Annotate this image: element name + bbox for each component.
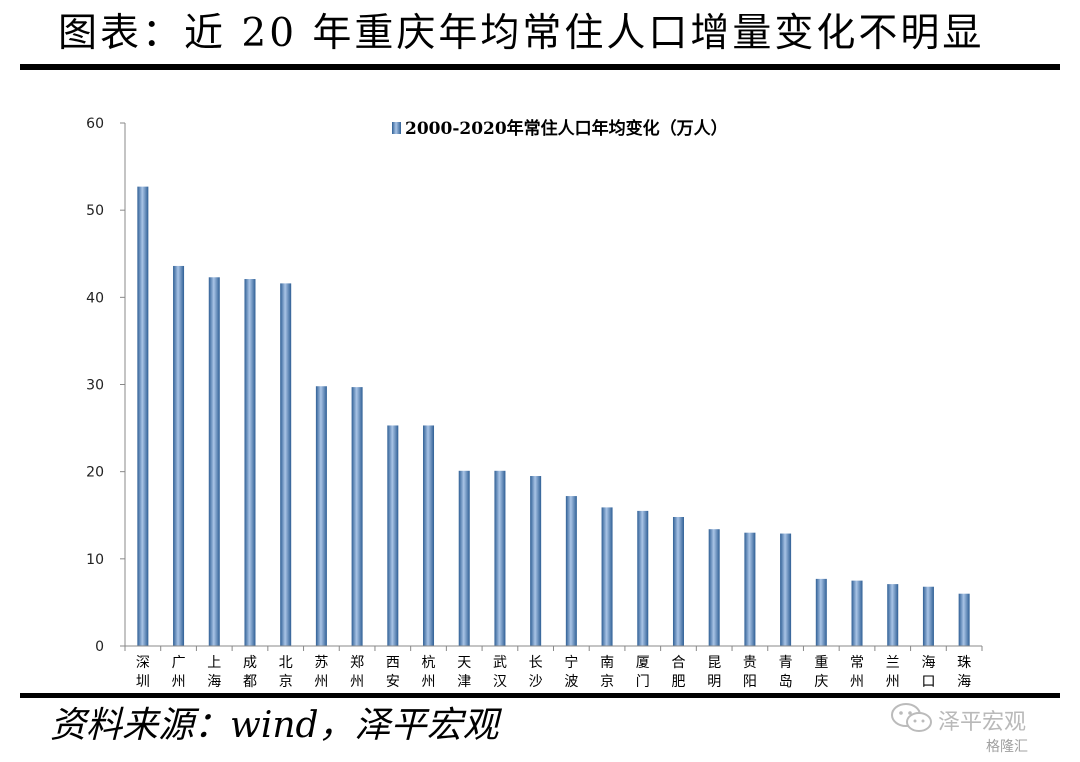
x-tick-label: 上海 [207,655,221,690]
bar-昆明 [708,529,720,646]
x-tick-label: 成都 [243,655,257,690]
x-tick-label: 深圳 [136,655,150,690]
x-tick-label: 常州 [850,655,864,690]
x-tick-label: 杭州 [422,655,436,690]
y-tick-label: 0 [95,639,104,655]
bar-海口 [922,586,934,646]
chart-legend: 2000-2020年常住人口年均变化（万人） [392,118,728,139]
y-tick-label: 30 [86,378,104,394]
y-tick-label: 40 [86,290,104,306]
bar-chart: 2000-2020年常住人口年均变化（万人） 0 10 20 30 40 50 60 深圳广… [86,116,983,690]
bar-郑州 [351,387,363,646]
y-tick-label: 50 [86,203,104,219]
bar-珠海 [958,593,970,646]
page-title: 图表：近 20 年重庆年均常住人口增量变化不明显 [58,11,985,56]
bar-南京 [601,507,613,646]
x-tick-label: 长沙 [529,655,543,690]
x-tick-label: 广州 [172,655,186,690]
legend-swatch [392,122,401,134]
bar-北京 [280,283,292,646]
title-divider [20,64,1060,70]
wechat-icon [891,703,932,732]
x-tick-label: 苏州 [314,655,328,690]
y-tick-label: 60 [86,116,104,132]
legend-label: 2000-2020年常住人口年均变化（万人） [405,118,728,139]
bar-青岛 [780,533,792,646]
x-tick-label: 重庆 [814,655,828,690]
bar-天津 [458,470,470,646]
watermark-sub: 格隆汇 [986,739,1028,755]
bar-宁波 [565,496,577,646]
bar-武汉 [494,470,506,646]
bar-常州 [851,580,863,646]
source-divider [20,693,1060,698]
x-tick-label: 郑州 [350,655,364,690]
x-tick-label: 宁波 [564,654,578,690]
bar-苏州 [315,386,327,646]
watermark: 泽平宏观 格隆汇 [890,700,1060,760]
x-tick-label: 南京 [600,655,614,690]
bar-深圳 [137,186,149,647]
x-tick-label: 昆明 [707,655,721,690]
bars [137,186,970,647]
bar-长沙 [530,476,542,646]
x-tick-label: 武汉 [493,655,507,690]
y-axis: 0 10 20 30 40 50 60 [86,116,126,655]
bar-上海 [208,277,220,646]
y-tick-label: 20 [86,465,104,481]
bar-贵阳 [744,532,756,646]
y-tick-label: 10 [86,552,104,568]
x-tick-label: 西安 [386,655,400,690]
x-tick-label: 青岛 [779,655,793,690]
x-tick-label: 贵阳 [743,655,757,690]
bar-杭州 [423,425,435,646]
x-tick-label: 海口 [921,655,935,690]
x-tick-label: 厦门 [636,655,650,690]
bar-厦门 [637,510,649,646]
x-tick-label: 天津 [457,655,471,690]
x-tick-label: 珠海 [957,655,971,690]
x-tick-label: 兰州 [886,655,900,690]
bar-重庆 [815,578,827,646]
x-tick-label: 北京 [279,655,293,690]
x-axis: 深圳广州上海成都北京苏州郑州西安杭州天津武汉长沙宁波南京厦门合肥昆明贵阳青岛重庆… [124,645,983,690]
bar-成都 [244,279,256,646]
watermark-name: 泽平宏观 [938,710,1027,735]
bar-广州 [173,265,185,646]
bar-西安 [387,425,399,646]
source-note: 资料来源：wind，泽平宏观 [50,705,499,746]
bar-兰州 [887,584,899,646]
x-tick-label: 合肥 [671,655,685,690]
bar-合肥 [672,516,684,646]
